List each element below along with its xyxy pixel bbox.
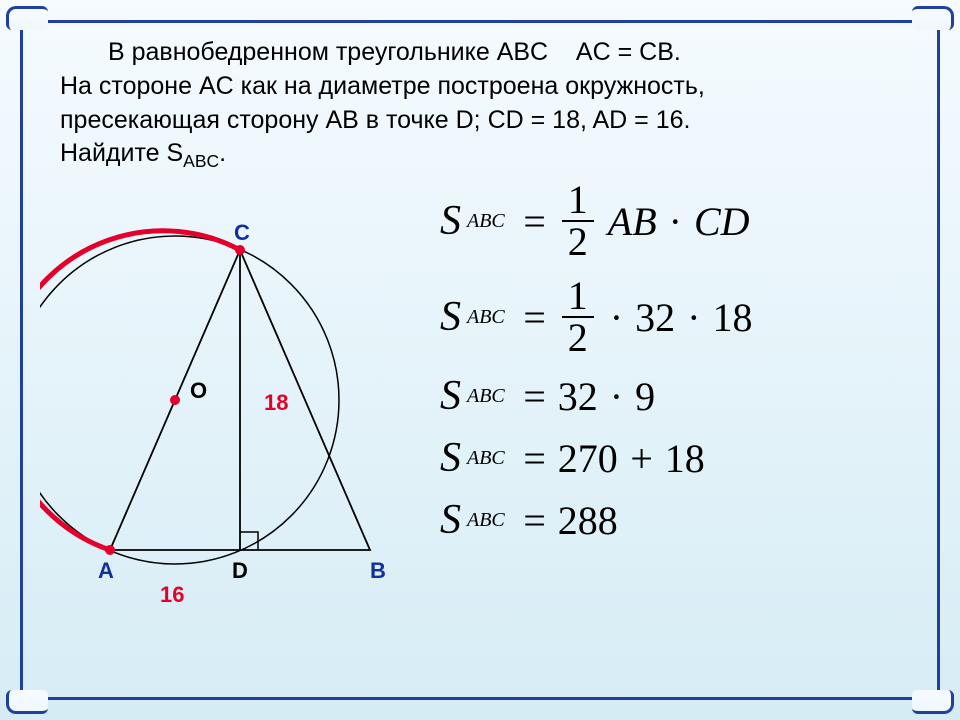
- fraction-half: 12: [562, 276, 594, 358]
- num: 32: [635, 294, 675, 341]
- num: 32: [558, 373, 598, 420]
- right-angle-icon: [240, 532, 258, 550]
- equation-3: SABC = 32 · 9: [440, 372, 910, 420]
- num: 288: [558, 497, 618, 544]
- diameter-arc: [40, 231, 240, 550]
- num: 270: [558, 435, 618, 482]
- sub: ABC: [467, 447, 505, 470]
- equation-4: SABC = 270 + 18: [440, 434, 910, 482]
- text-sub: ABC: [183, 151, 219, 171]
- label-o: O: [190, 378, 207, 403]
- sub: ABC: [467, 306, 505, 329]
- point-o: [170, 395, 180, 405]
- solution-equations: SABC = 12 AB · CD SABC = 12 · 32 · 18 SA…: [440, 180, 910, 544]
- equation-5: SABC = 288: [440, 496, 910, 544]
- sub: ABC: [467, 509, 505, 532]
- var: AB: [608, 198, 657, 245]
- value-ad: 16: [160, 582, 184, 607]
- text: AC = CB.: [576, 38, 681, 66]
- num: 18: [665, 435, 705, 482]
- text: пресекающая сторону AB в точке D; CD = 1…: [60, 106, 690, 134]
- fraction-half: 12: [562, 180, 594, 262]
- label-c: C: [234, 220, 250, 245]
- corner-notch: [912, 6, 954, 30]
- label-d: D: [232, 558, 248, 583]
- corner-notch: [912, 690, 954, 714]
- num: 9: [635, 373, 655, 420]
- equation-1: SABC = 12 AB · CD: [440, 180, 910, 262]
- label-a: A: [98, 558, 114, 583]
- value-cd: 18: [264, 390, 288, 415]
- text: В равнобедренном треугольнике ABC: [108, 38, 548, 66]
- var: CD: [694, 198, 750, 245]
- problem-text: В равнобедренном треугольнике ABC AC = C…: [60, 36, 900, 174]
- text: Найдите S: [60, 139, 183, 167]
- equation-2: SABC = 12 · 32 · 18: [440, 276, 910, 358]
- point-c: [235, 245, 245, 255]
- geometry-diagram: A B C D O 18 16: [40, 210, 440, 630]
- corner-notch: [6, 6, 48, 30]
- text: .: [219, 139, 226, 167]
- point-a: [105, 545, 115, 555]
- sub: ABC: [467, 385, 505, 408]
- num: 18: [712, 294, 752, 341]
- text: На стороне AC как на диаметре построена …: [60, 72, 705, 100]
- sub: ABC: [467, 210, 505, 233]
- corner-notch: [6, 690, 48, 714]
- label-b: B: [370, 558, 386, 583]
